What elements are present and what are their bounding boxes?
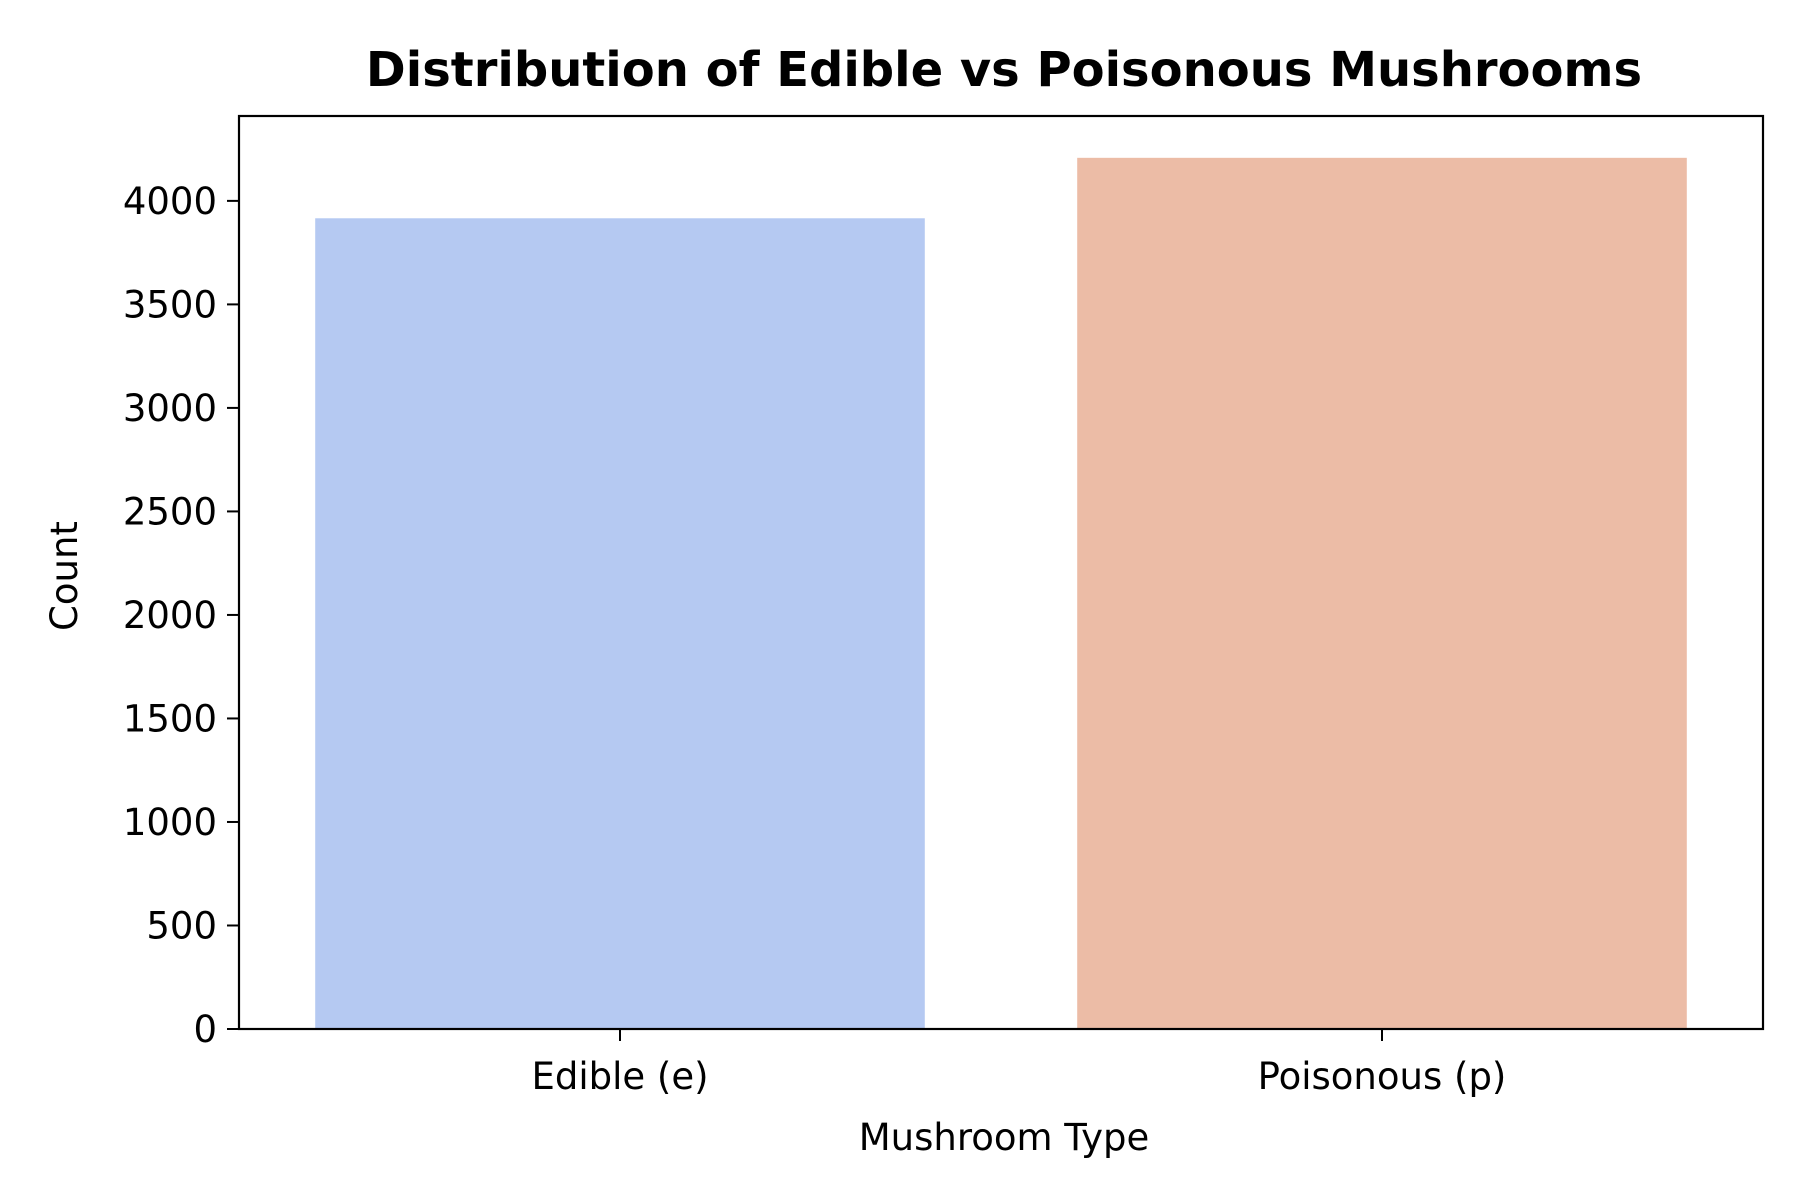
chart-title: Distribution of Edible vs Poisonous Mush… [366,42,1642,98]
x-axis-label: Mushroom Type [859,1116,1150,1159]
x-tick-label: Edible (e) [531,1055,708,1098]
y-tick-label: 2000 [123,594,217,637]
y-tick-label: 4000 [123,180,217,223]
y-tick-label: 1000 [123,801,217,844]
x-axis-ticks: Edible (e) Poisonous (p) [531,1029,1506,1098]
y-tick-label: 2500 [123,490,217,533]
bar-edible-e [315,218,925,1029]
y-axis-ticks: 0 500 1000 1500 2000 2500 3000 3500 4000 [123,180,239,1051]
bar-poisonous-p [1077,157,1687,1030]
y-tick-label: 0 [193,1008,217,1051]
bars-layer [315,157,1687,1030]
y-tick-label: 3500 [123,283,217,326]
y-axis-label: Count [43,521,86,631]
y-tick-label: 1500 [123,697,217,740]
y-tick-label: 500 [146,904,217,947]
y-tick-label: 3000 [123,387,217,430]
plot-frame [237,114,1765,1031]
x-tick-label: Poisonous (p) [1258,1055,1507,1098]
